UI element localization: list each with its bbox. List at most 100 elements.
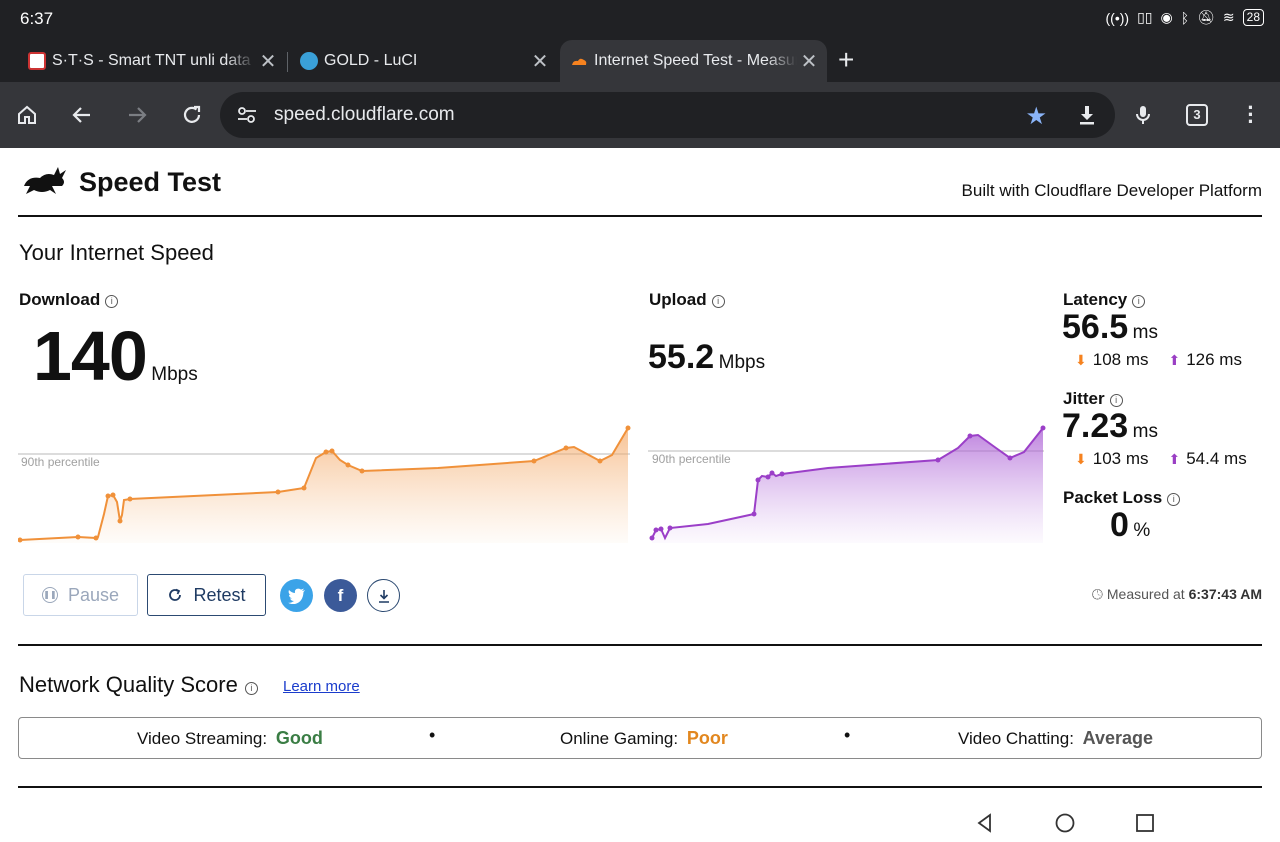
jitter-unit: ms <box>1132 421 1158 442</box>
home-icon <box>18 105 36 124</box>
jitter-down-value: 103 ms <box>1092 449 1149 468</box>
jitter-value-group: 7.23 ms <box>1062 407 1158 446</box>
jitter-details: ⬇ 103 ms ⬆ 54.4 ms <box>1075 449 1247 469</box>
retest-button[interactable]: Retest <box>147 574 266 616</box>
download-results-button[interactable] <box>367 579 400 612</box>
download-value: 140 <box>33 317 148 395</box>
upload-area <box>652 428 1043 543</box>
twitter-share-button[interactable] <box>280 579 313 612</box>
cloudflare-favicon-icon <box>570 52 588 70</box>
percentile-label: 90th percentile <box>21 455 100 469</box>
upload-arrow-icon: ⬆ <box>1168 351 1181 368</box>
nqs-item-label: Online Gaming: <box>560 729 679 748</box>
nav-back-icon[interactable] <box>974 812 996 834</box>
browser-toolbar: speed.cloudflare.com ★ 3 · · · <box>0 82 1280 148</box>
nfc-icon: ((•)) <box>1105 9 1130 26</box>
download-icon <box>378 589 389 603</box>
status-bar: 6:37 ((•)) ▯▯ ◉ ᛒ 🔕︎ ≋ 28 <box>0 0 1280 38</box>
info-icon[interactable]: i <box>1109 394 1123 407</box>
mute-icon: 🔕︎ <box>1197 9 1215 25</box>
packet-loss-unit: % <box>1133 520 1151 541</box>
tab-speed-test[interactable]: Internet Speed Test - Measure ✕ <box>560 40 827 82</box>
jitter-value: 7.23 <box>1062 407 1129 445</box>
latency-details: ⬇ 108 ms ⬆ 126 ms <box>1075 350 1242 370</box>
facebook-icon: f <box>337 585 344 605</box>
separator-dot: • <box>429 725 436 745</box>
info-icon[interactable]: i <box>1132 295 1146 308</box>
tab-title: GOLD - LuCI <box>324 52 418 69</box>
reload-button[interactable] <box>177 100 207 130</box>
download-area <box>20 428 628 543</box>
nav-home-icon[interactable] <box>1054 812 1076 834</box>
nqs-item-value: Good <box>275 728 323 748</box>
url-text[interactable]: speed.cloudflare.com <box>274 104 455 125</box>
divider <box>18 786 1262 788</box>
site-title: Speed Test <box>79 167 222 197</box>
tab-switcher-button[interactable]: 3 <box>1186 104 1208 126</box>
info-icon[interactable]: i <box>1167 493 1181 506</box>
learn-more-link[interactable]: Learn more <box>283 678 360 695</box>
close-icon[interactable]: ✕ <box>259 50 277 73</box>
download-icon[interactable] <box>1075 103 1099 127</box>
packet-loss-value-group: 0 % <box>1110 506 1150 545</box>
retest-icon <box>169 588 182 601</box>
measured-time: 6:37:43 AM <box>1188 586 1262 602</box>
eye-icon: ◉ <box>1160 9 1173 25</box>
more-options-icon[interactable]: · · · <box>1247 95 1255 134</box>
close-icon[interactable]: ✕ <box>531 50 549 73</box>
home-button[interactable] <box>12 100 42 130</box>
download-unit: Mbps <box>151 364 198 385</box>
status-icons: ((•)) ▯▯ ◉ ᛒ 🔕︎ ≋ 28 <box>1106 9 1264 26</box>
back-arrow-icon <box>72 107 90 123</box>
forward-button[interactable] <box>122 100 152 130</box>
wifi-icon: ≋ <box>1222 9 1235 25</box>
info-icon[interactable]: i <box>711 295 725 308</box>
measured-at: 🕓︎ Measured at 6:37:43 AM <box>1092 586 1262 603</box>
upload-value: 55.2 <box>648 338 715 376</box>
voice-search-button[interactable] <box>1128 100 1158 130</box>
latency-unit: ms <box>1132 322 1158 343</box>
nqs-item-value: Average <box>1082 728 1154 748</box>
forward-arrow-icon <box>129 107 147 123</box>
upload-chart: 90th percentile <box>648 425 1046 543</box>
address-bar[interactable]: speed.cloudflare.com ★ <box>220 92 1115 138</box>
download-chart: 90th percentile <box>18 425 631 543</box>
download-label-group: Download i <box>19 290 119 310</box>
upload-value-group: 55.2 Mbps <box>648 338 765 377</box>
tab-gold-luci[interactable]: GOLD - LuCI ✕ <box>300 40 552 82</box>
section-heading: Your Internet Speed <box>19 240 214 265</box>
sts-favicon-icon <box>28 52 46 70</box>
pause-label: Pause <box>67 584 120 605</box>
upload-unit: Mbps <box>718 352 766 373</box>
info-icon[interactable]: i <box>244 682 258 695</box>
close-icon[interactable]: ✕ <box>800 50 818 73</box>
pause-button[interactable]: ❚❚ Pause <box>23 574 138 616</box>
facebook-share-button[interactable]: f <box>324 579 357 612</box>
latency-value: 56.5 <box>1062 308 1129 346</box>
bookmark-star-icon[interactable]: ★ <box>1025 103 1047 130</box>
nqs-item-label: Video Streaming: <box>137 729 268 748</box>
speed-test-page: Speed Test Built with Cloudflare Develop… <box>0 148 1280 798</box>
tab-sts[interactable]: S·T·S - Smart TNT unli data ✕ <box>28 40 280 82</box>
info-icon[interactable]: i <box>105 295 119 308</box>
reading-mode-icon: ▯▯ <box>1137 9 1153 25</box>
jitter-label: Jitter <box>1063 389 1105 408</box>
upload-label: Upload <box>649 290 707 309</box>
back-button[interactable] <box>67 100 97 130</box>
new-tab-button[interactable]: + <box>838 44 855 75</box>
download-arrow-icon: ⬇ <box>1075 450 1087 467</box>
separator-dot: • <box>844 725 851 745</box>
rabbit-logo-icon <box>24 167 66 194</box>
latency-label: Latency <box>1063 290 1128 309</box>
packet-loss-label: Packet Loss <box>1063 488 1163 507</box>
packet-loss-label-group: Packet Loss i <box>1063 488 1181 508</box>
upload-label-group: Upload i <box>649 290 725 310</box>
nav-recents-icon[interactable] <box>1134 812 1156 834</box>
microphone-icon <box>1136 106 1150 124</box>
pause-icon: ❚❚ <box>41 587 58 603</box>
nqs-title-group: Network Quality Score i <box>19 672 258 698</box>
site-settings-icon[interactable] <box>236 104 258 126</box>
twitter-icon <box>287 588 305 604</box>
jitter-up-value: 54.4 ms <box>1186 449 1247 468</box>
system-nav-bar <box>0 798 1280 842</box>
